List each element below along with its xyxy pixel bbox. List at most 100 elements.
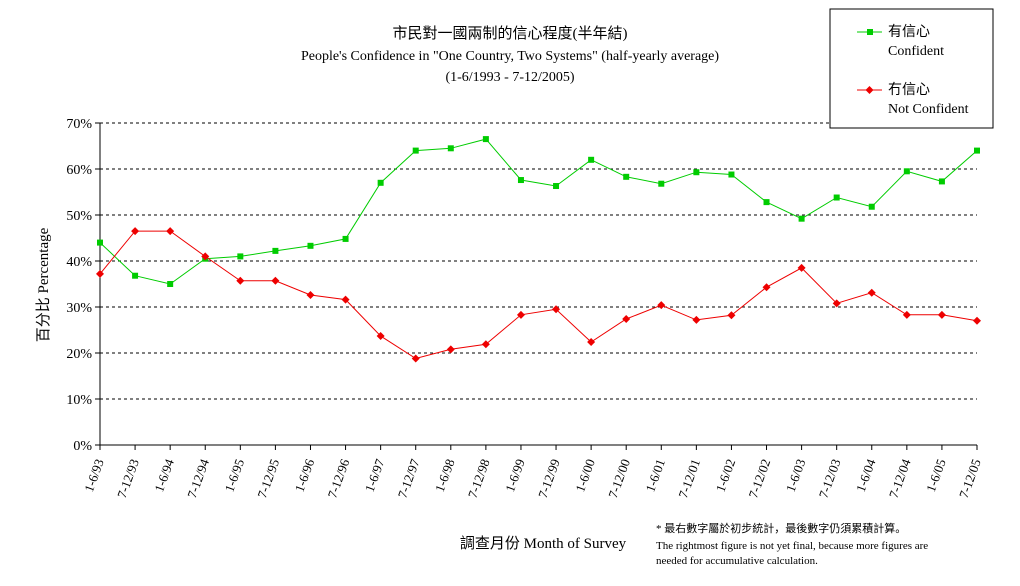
x-tick-label: 7-12/03 [816,457,844,500]
legend-label-confident-zh: 有信心 [888,24,930,40]
x-tick-label: 7-12/02 [745,457,773,500]
x-tick-label: 1-6/00 [572,457,598,494]
data-point-confident [833,194,840,201]
data-point-confident [272,247,279,254]
data-point-confident [798,215,805,222]
grid-lines [95,122,977,446]
data-point-not-confident [516,310,525,319]
data-point-confident [868,203,875,210]
footnote-line-2: The rightmost figure is not yet final, b… [656,540,928,552]
x-tick-label: 7-12/94 [184,456,212,500]
data-point-confident [342,235,349,242]
chart-period: (1-6/1993 - 7-12/2005) [445,70,574,85]
data-point-confident [412,147,419,154]
x-tick-label: 1-6/96 [292,456,318,493]
data-point-confident [482,136,489,143]
legend-box [829,8,994,129]
x-tick-label: 1-6/93 [81,457,107,494]
data-point-confident [763,199,770,206]
data-point-confident [658,180,665,187]
data-point-confident [974,147,980,154]
y-axis-title: 百分比 Percentage [35,227,52,342]
data-point-confident [377,179,384,186]
x-tick-labels: 1-6/93 7-12/93 1-6/94 7-12/94 1-6/95 7-12/95 1… [81,445,984,500]
data-point-confident [623,173,630,180]
legend: 有信心 Confident 冇信心 Not Confident [829,8,994,129]
data-point-not-confident [762,283,771,292]
x-tick-label: 1-6/01 [642,457,668,494]
chart-subtitle: People's Confidence in "One Country, Two… [301,49,719,64]
x-tick-label: 7-12/93 [114,457,142,500]
data-point-not-confident [131,227,140,236]
data-point-not-confident [622,314,631,323]
y-tick-labels: 0% 10% 20% 30% 40% 50% 60% 70% [66,117,92,454]
data-point-not-confident [973,316,981,325]
y-tick-label: 60% [66,163,92,178]
x-tick-label: 7-12/00 [605,457,633,500]
x-tick-label: 1-6/94 [151,456,177,493]
x-tick-label: 1-6/05 [923,457,949,494]
data-point-confident [553,183,560,190]
data-point-not-confident [692,315,701,324]
x-tick-label: 7-12/01 [675,457,703,500]
series-group [96,136,981,363]
x-axis-title: 調查月份 Month of Survey [460,535,627,552]
x-tick-label: 7-12/96 [324,456,352,500]
data-point-not-confident [797,263,806,272]
legend-marker-confident [867,29,873,35]
x-tick-label: 1-6/95 [221,457,247,494]
y-tick-label: 40% [66,255,92,270]
x-tick-label: 7-12/98 [465,457,493,500]
y-tick-label: 30% [66,301,92,316]
data-point-not-confident [411,354,420,363]
y-tick-label: 0% [73,439,92,454]
series-line-not-confident [99,230,978,360]
x-tick-label: 7-12/05 [956,457,984,500]
x-tick-label: 1-6/02 [713,457,739,494]
data-point-confident [517,177,524,184]
y-tick-label: 10% [66,393,92,408]
data-point-confident [132,272,139,279]
data-point-not-confident [937,310,946,319]
data-point-confident [237,253,244,260]
legend-marker-not-confident [865,86,874,94]
data-point-not-confident [236,276,245,285]
data-point-confident [307,242,314,249]
data-point-confident [903,168,910,175]
data-point-confident [588,156,595,163]
data-point-not-confident [201,252,210,261]
data-point-not-confident [376,331,385,340]
footnote-line-1: * 最右數字屬於初步統計，最後數字仍須累積計算。 [656,521,906,535]
data-point-not-confident [166,227,175,236]
y-tick-label: 20% [66,347,92,362]
data-point-not-confident [587,337,596,346]
x-tick-label: 7-12/95 [254,457,282,500]
data-point-not-confident [481,340,490,349]
legend-label-confident-en: Confident [888,44,944,59]
x-tick-label: 7-12/97 [395,456,423,500]
data-point-not-confident [96,269,104,278]
data-point-not-confident [306,291,315,300]
data-point-confident [447,145,454,152]
legend-label-not-confident-zh: 冇信心 [888,82,930,98]
footnote: * 最右數字屬於初步統計，最後數字仍須累積計算。 The rightmost f… [656,521,928,567]
x-tick-label: 1-6/99 [502,457,528,494]
data-point-not-confident [446,345,455,354]
data-point-not-confident [727,311,736,320]
x-tick-label: 1-6/98 [432,457,458,494]
data-point-confident [728,171,735,178]
data-point-confident [693,169,700,176]
chart-titles: 市民對一國兩制的信心程度(半年結) People's Confidence in… [301,25,719,85]
x-tick-label: 1-6/97 [362,456,388,493]
chart-title: 市民對一國兩制的信心程度(半年結) [393,25,628,42]
y-tick-label: 50% [66,209,92,224]
data-point-not-confident [341,295,350,304]
data-point-not-confident [902,310,911,319]
data-point-confident [938,178,945,185]
data-point-not-confident [832,299,841,308]
x-tick-label: 1-6/04 [853,456,879,493]
data-point-not-confident [271,276,280,285]
y-tick-label: 70% [66,117,92,132]
data-point-not-confident [552,305,561,314]
